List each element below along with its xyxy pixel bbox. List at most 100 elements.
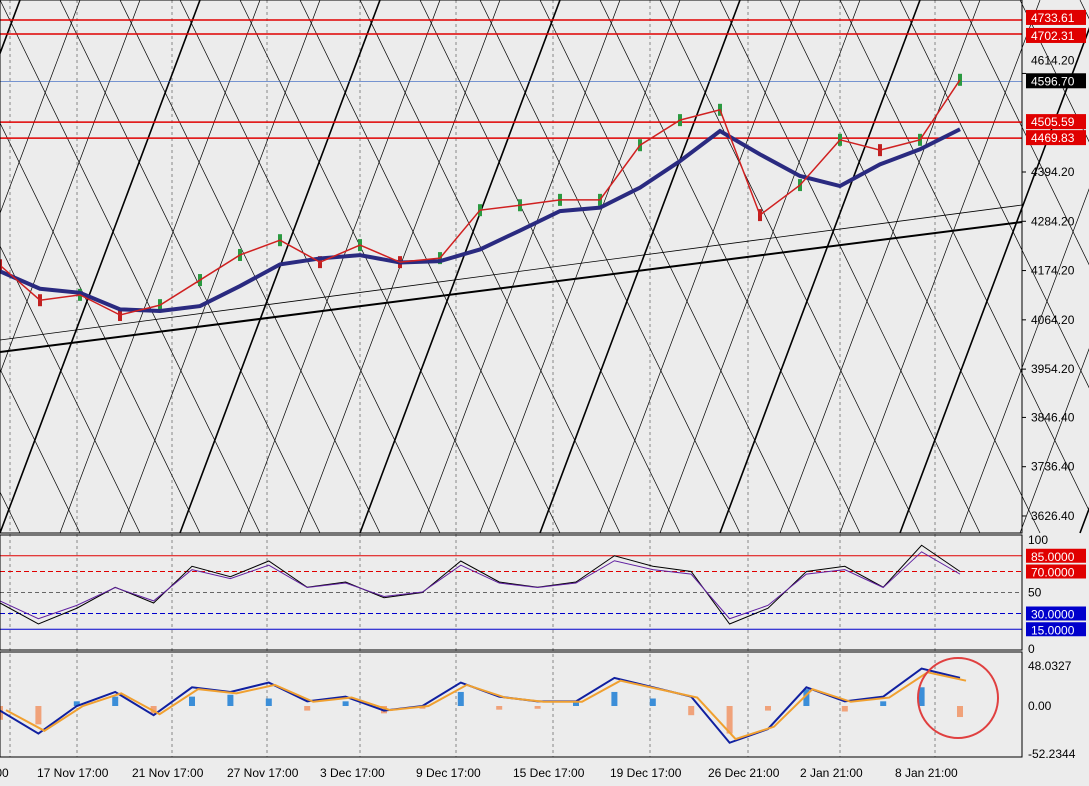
rsi-level-bg xyxy=(1026,548,1086,563)
macd-tick-label: 0.00 xyxy=(1028,699,1052,713)
trend-line xyxy=(959,0,1089,266)
trend-line xyxy=(0,0,201,534)
level-label: 4469.83 xyxy=(1031,131,1075,145)
macd-histogram-bar xyxy=(457,691,464,706)
x-tick-label: 2 Jan 21:00 xyxy=(800,766,863,780)
grid-lines xyxy=(9,0,936,757)
macd-histogram-bar xyxy=(573,702,579,706)
trend-line xyxy=(899,0,1089,389)
trend-line xyxy=(1019,0,1089,143)
trend-line xyxy=(59,0,261,534)
macd-histogram-bar xyxy=(304,706,311,711)
trend-line xyxy=(0,122,201,534)
level-label: 4505.59 xyxy=(1031,115,1075,129)
price-line xyxy=(0,79,961,316)
macd-histogram-bar xyxy=(342,701,349,706)
trend-line xyxy=(419,0,621,534)
macd-histogram-bar xyxy=(227,694,234,706)
macd-histogram-bar xyxy=(73,701,80,706)
trend-line xyxy=(659,0,921,534)
y-tick-label: 4284.20 xyxy=(1031,214,1075,228)
trend-line xyxy=(239,0,441,534)
trend-line xyxy=(659,0,861,534)
price-levels: 4733.61 4702.31 4505.59 4469.83 4596.70 xyxy=(0,9,1086,146)
rsi-tick-label: 0 xyxy=(1028,642,1035,656)
rsi-level-bg xyxy=(1026,606,1086,621)
rsi-level-label: 70.0000 xyxy=(1031,566,1075,580)
highlight-circle xyxy=(917,657,999,739)
rsi-level-label: 15.0000 xyxy=(1031,623,1075,637)
macd-signal-line xyxy=(5,671,967,741)
y-tick-label: 3954.20 xyxy=(1031,362,1075,376)
x-tick-label: 27 Nov 17:00 xyxy=(227,766,299,780)
x-tick-label: 9 Dec 17:00 xyxy=(416,766,481,780)
trend-line xyxy=(119,0,321,534)
x-tick-label: 8 Jan 21:00 xyxy=(895,766,958,780)
trend-line xyxy=(599,0,861,534)
level-label-bg xyxy=(1026,27,1086,43)
trend-line xyxy=(779,0,981,534)
trend-line xyxy=(599,0,801,534)
y-tick-label: 4174.20 xyxy=(1031,264,1075,278)
trend-line xyxy=(0,0,261,534)
trend-line xyxy=(179,0,441,534)
trend-line xyxy=(839,0,1041,534)
macd-histogram-bar xyxy=(957,706,963,718)
rsi-line xyxy=(0,544,961,625)
macd-histogram-bar xyxy=(649,698,656,706)
macd-histogram-bar xyxy=(189,696,195,706)
level-label-bg xyxy=(1026,130,1086,146)
trend-line xyxy=(899,27,1089,534)
trend-line xyxy=(479,0,681,534)
price-series xyxy=(0,73,962,322)
y-tick-label: 4394.20 xyxy=(1031,165,1075,179)
rsi-level-bg xyxy=(1026,622,1086,637)
macd-histogram-bar xyxy=(35,706,42,725)
trend-lines xyxy=(0,0,1089,534)
trend-line xyxy=(299,0,561,534)
trend-line xyxy=(359,0,561,534)
macd-histogram-bar xyxy=(0,706,3,720)
macd-histogram-bar xyxy=(112,696,119,706)
level-label: 4702.31 xyxy=(1031,29,1075,43)
current-price-bg xyxy=(1026,73,1086,89)
macd-histogram-bar xyxy=(265,698,272,706)
macd-histogram-bar xyxy=(880,701,887,706)
panel-frame-2 xyxy=(0,651,1023,758)
macd-histogram-bar xyxy=(726,706,733,734)
trend-line xyxy=(719,0,981,534)
rsi-tick-label: 100 xyxy=(1028,533,1048,547)
panel-frame-1 xyxy=(0,534,1023,651)
rsi-level-label: 30.0000 xyxy=(1031,608,1075,622)
trend-line xyxy=(959,188,1089,534)
trend-line xyxy=(119,0,381,534)
y-tick-label: 4614.20 xyxy=(1031,53,1075,67)
macd-histogram-bar xyxy=(688,706,695,716)
trend-line xyxy=(479,0,741,534)
x-tick-label: 15 Dec 17:00 xyxy=(513,766,585,780)
trend-line xyxy=(539,0,741,534)
y-tick-label: 3626.40 xyxy=(1031,509,1075,523)
moving-average-line xyxy=(0,127,961,314)
x-tick-label: 3 Dec 17:00 xyxy=(320,766,385,780)
trend-line xyxy=(239,0,501,534)
y-tick-label: 4064.20 xyxy=(1031,313,1075,327)
macd-histogram-bar xyxy=(803,689,810,706)
macd-histogram-bar xyxy=(496,706,503,710)
level-label-bg xyxy=(1026,9,1086,25)
trend-line xyxy=(0,368,81,534)
x-tick-label: 17 Nov 17:00 xyxy=(37,766,109,780)
trend-line xyxy=(779,0,1041,534)
trend-line xyxy=(59,0,321,534)
x-tick-label: 21 Nov 17:00 xyxy=(132,766,204,780)
macd-panel xyxy=(0,667,967,744)
rsi-level-bg xyxy=(1026,564,1086,579)
trend-line xyxy=(0,245,141,534)
rsi-signal-line xyxy=(0,551,961,620)
trend-line xyxy=(1019,348,1089,534)
macd-histogram-bar xyxy=(765,706,771,711)
macd-histogram-bar xyxy=(150,706,157,714)
trend-line xyxy=(0,0,141,375)
